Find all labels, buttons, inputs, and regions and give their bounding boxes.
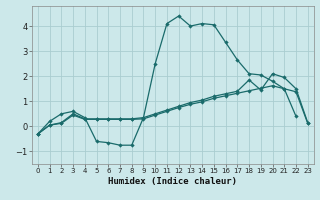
X-axis label: Humidex (Indice chaleur): Humidex (Indice chaleur): [108, 177, 237, 186]
